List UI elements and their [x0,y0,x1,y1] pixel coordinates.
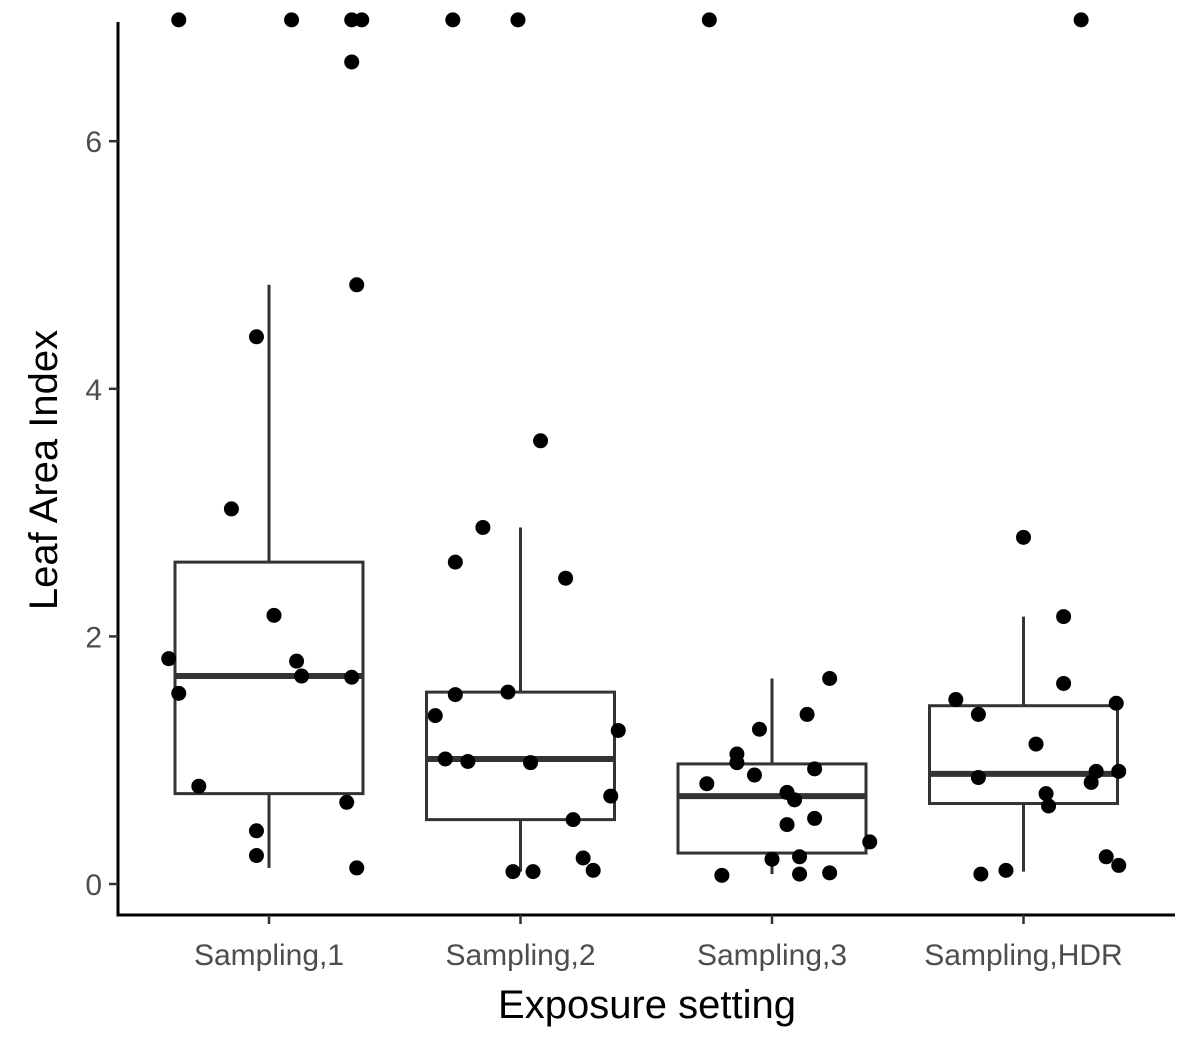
boxes-layer [173,284,1119,875]
data-point [349,277,365,293]
box-group [928,616,1119,872]
data-point [729,755,745,771]
data-point [970,706,986,722]
data-point [699,776,715,792]
axes-layer [116,22,1175,917]
data-point [1016,529,1031,545]
data-point [862,834,878,850]
data-point [1088,763,1104,779]
x-tick-label: Sampling,1 [194,939,344,972]
data-point [970,770,986,786]
data-point [533,433,549,449]
data-point [1041,798,1057,814]
y-tick-label: 4 [85,374,102,407]
data-point [1111,857,1127,873]
data-point [764,851,780,867]
data-point [1098,849,1114,865]
data-point [510,12,526,28]
data-point [248,329,264,345]
data-point [161,651,177,667]
data-point [248,848,264,864]
data-point [973,866,989,882]
data-point [948,692,964,708]
data-point [1111,763,1127,779]
data-point [294,668,310,684]
data-point [248,823,264,839]
data-point [445,12,461,28]
box-rect [425,690,616,822]
data-point [714,867,730,883]
data-point [1056,675,1072,691]
data-point [1108,695,1124,711]
data-point [349,860,365,876]
data-point [344,669,360,685]
data-point [787,792,803,808]
x-tick-label: Sampling,HDR [924,939,1122,972]
data-point [427,708,443,724]
data-point [799,706,815,722]
data-point [998,862,1014,878]
data-point [807,761,823,777]
data-point [1038,786,1054,802]
x-axis-title: Exposure setting [498,983,796,1027]
data-point [437,751,453,767]
data-point [807,810,823,826]
data-point [779,817,795,833]
data-point [289,653,305,669]
y-tick-label: 0 [85,869,102,902]
data-point [575,850,591,866]
data-point [523,755,539,771]
data-point [191,778,207,794]
data-point [447,554,463,570]
points-layer [161,12,1127,883]
y-axis-title: Leaf Area Index [22,330,66,610]
data-point [822,865,838,881]
data-point [610,722,626,738]
data-point [339,794,355,810]
data-point [505,864,521,880]
x-ticks: Sampling,1 Sampling,2 Sampling,3 Sampling,H… [194,915,1123,972]
data-point [1073,12,1089,28]
data-point [223,501,239,517]
data-point [354,12,370,28]
data-point [284,12,300,28]
data-point [565,812,581,828]
data-point [460,753,476,769]
data-point [585,862,601,878]
y-tick-label: 6 [85,126,102,159]
data-point [1056,609,1072,625]
data-point [171,12,187,28]
data-point [1028,736,1044,752]
data-point [447,687,463,703]
data-point [822,670,838,686]
data-point [266,607,282,623]
data-point [525,864,541,880]
data-point [475,519,491,535]
box-group [425,527,616,872]
data-point [558,570,574,586]
y-ticks: 0 2 4 6 [85,126,118,902]
data-point [171,685,187,701]
data-point [344,54,360,70]
box-group [173,284,365,868]
x-tick-label: Sampling,2 [445,939,595,972]
y-tick-label: 2 [85,621,102,654]
data-point [792,866,808,882]
data-point [792,849,808,865]
data-point [751,721,767,737]
data-point [746,767,762,783]
data-point [603,788,619,804]
x-tick-label: Sampling,3 [697,939,847,972]
data-point [500,684,516,700]
data-point [701,12,717,28]
